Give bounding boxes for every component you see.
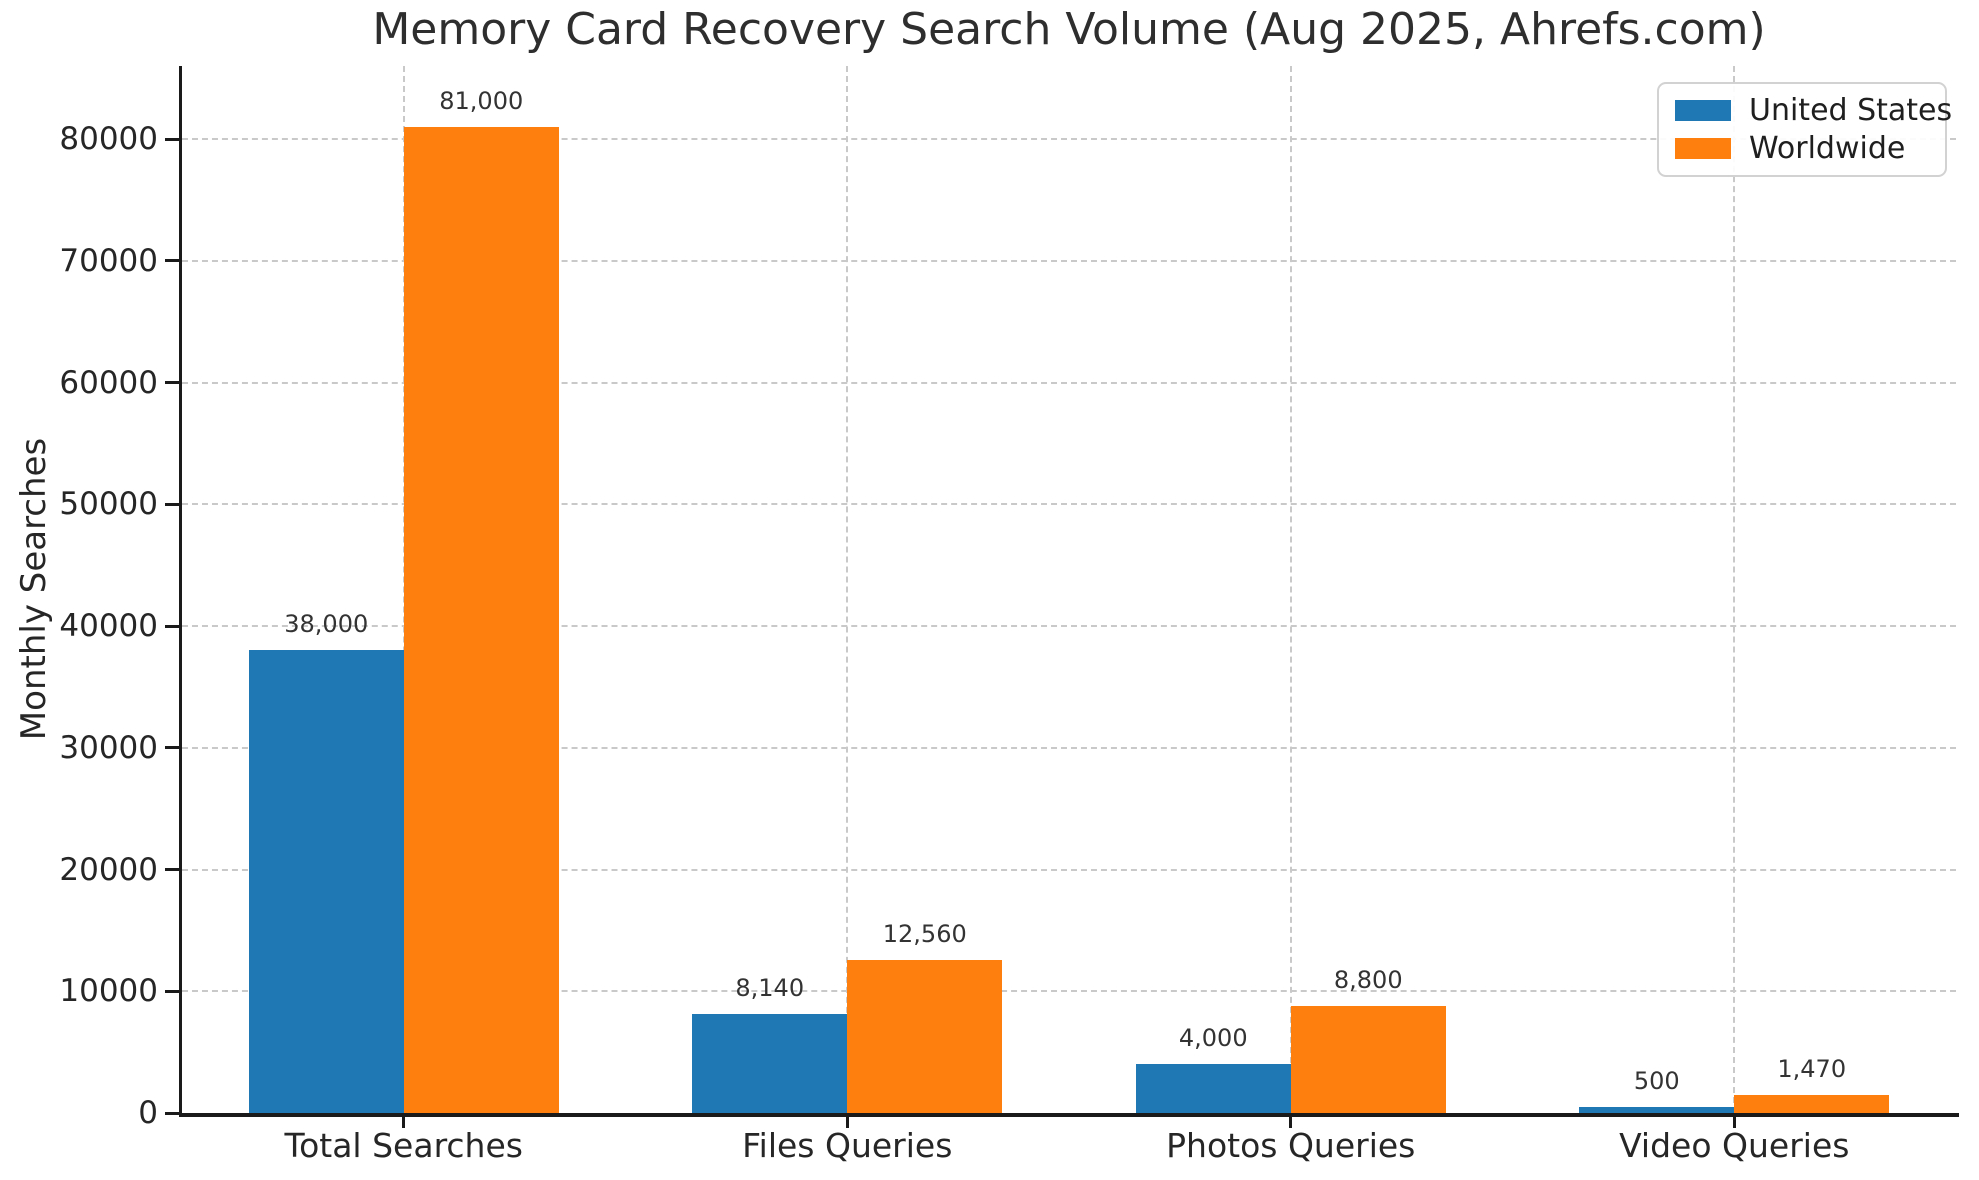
- y-axis-spine: [179, 66, 182, 1117]
- y-tick-label: 60000: [59, 364, 158, 401]
- v-gridline: [1289, 66, 1292, 1113]
- bar-value-label: 1,470: [1777, 1055, 1847, 1084]
- y-tick-mark: [165, 746, 179, 750]
- h-gridline: [182, 381, 1956, 384]
- bar-value-label: 38,000: [284, 610, 369, 639]
- y-tick-mark: [165, 137, 179, 141]
- x-tick-label: Photos Queries: [1166, 1126, 1416, 1165]
- x-tick-mark: [402, 1116, 406, 1128]
- h-gridline: [182, 746, 1956, 749]
- legend-item: Worldwide: [1675, 131, 1929, 166]
- bar-value-label: 8,140: [735, 973, 805, 1002]
- bar-value-label: 4,000: [1178, 1024, 1248, 1053]
- bar-worldwide: [1290, 1005, 1446, 1113]
- y-tick-mark: [165, 502, 179, 506]
- y-tick-label: 50000: [59, 486, 158, 523]
- y-tick-label: 80000: [59, 121, 158, 158]
- bar-value-label: 8,800: [1333, 965, 1403, 994]
- legend-label: Worldwide: [1749, 131, 1906, 166]
- x-tick-mark: [1732, 1116, 1736, 1128]
- legend-swatch-united-states: [1675, 100, 1731, 121]
- y-tick-mark: [165, 624, 179, 628]
- bar-united-states: [1135, 1064, 1291, 1113]
- h-gridline: [182, 625, 1956, 628]
- x-axis-spine: [179, 1113, 1959, 1117]
- v-gridline: [1733, 66, 1736, 1113]
- x-tick-mark: [845, 1116, 849, 1128]
- y-tick-mark: [165, 259, 179, 263]
- h-gridline: [182, 990, 1956, 993]
- bar-united-states: [248, 650, 404, 1113]
- plot-area: 38,000 8,140 4,000 500 81,000 12,560 8,800 1,47…: [182, 66, 1956, 1113]
- x-tick-mark: [1289, 1116, 1293, 1128]
- legend-item: United States: [1675, 93, 1952, 128]
- y-tick-label: 70000: [59, 242, 158, 279]
- y-tick-label: 10000: [59, 973, 158, 1010]
- y-axis-label: Monthly Searches: [14, 437, 54, 741]
- x-tick-label: Total Searches: [284, 1126, 523, 1165]
- chart-title: Memory Card Recovery Search Volume (Aug …: [372, 4, 1766, 55]
- y-tick-label: 20000: [59, 851, 158, 888]
- y-tick-label: 30000: [59, 729, 158, 766]
- bar-worldwide: [1734, 1095, 1890, 1113]
- legend: United States Worldwide: [1657, 82, 1952, 177]
- bar-worldwide: [403, 126, 559, 1113]
- y-tick-mark: [165, 989, 179, 993]
- v-gridline: [846, 66, 849, 1113]
- bar-value-label: 81,000: [439, 86, 524, 115]
- h-gridline: [182, 259, 1956, 262]
- h-gridline: [182, 503, 1956, 506]
- x-tick-label: Video Queries: [1619, 1126, 1850, 1165]
- y-tick-mark: [165, 1111, 179, 1115]
- y-tick-mark: [165, 868, 179, 871]
- bar-united-states: [1579, 1106, 1735, 1113]
- x-tick-label: Files Queries: [742, 1126, 953, 1165]
- y-tick-label: 40000: [59, 608, 158, 645]
- bar-value-label: 12,560: [882, 920, 967, 949]
- y-tick-mark: [165, 381, 179, 385]
- h-gridline: [182, 868, 1956, 871]
- y-tick-label: 0: [138, 1095, 158, 1131]
- bar-united-states: [692, 1013, 848, 1113]
- h-gridline: [182, 138, 1956, 141]
- legend-swatch-worldwide: [1675, 138, 1731, 159]
- bar-value-label: 500: [1633, 1066, 1680, 1095]
- legend-label: United States: [1749, 93, 1953, 128]
- bar-worldwide: [847, 960, 1003, 1113]
